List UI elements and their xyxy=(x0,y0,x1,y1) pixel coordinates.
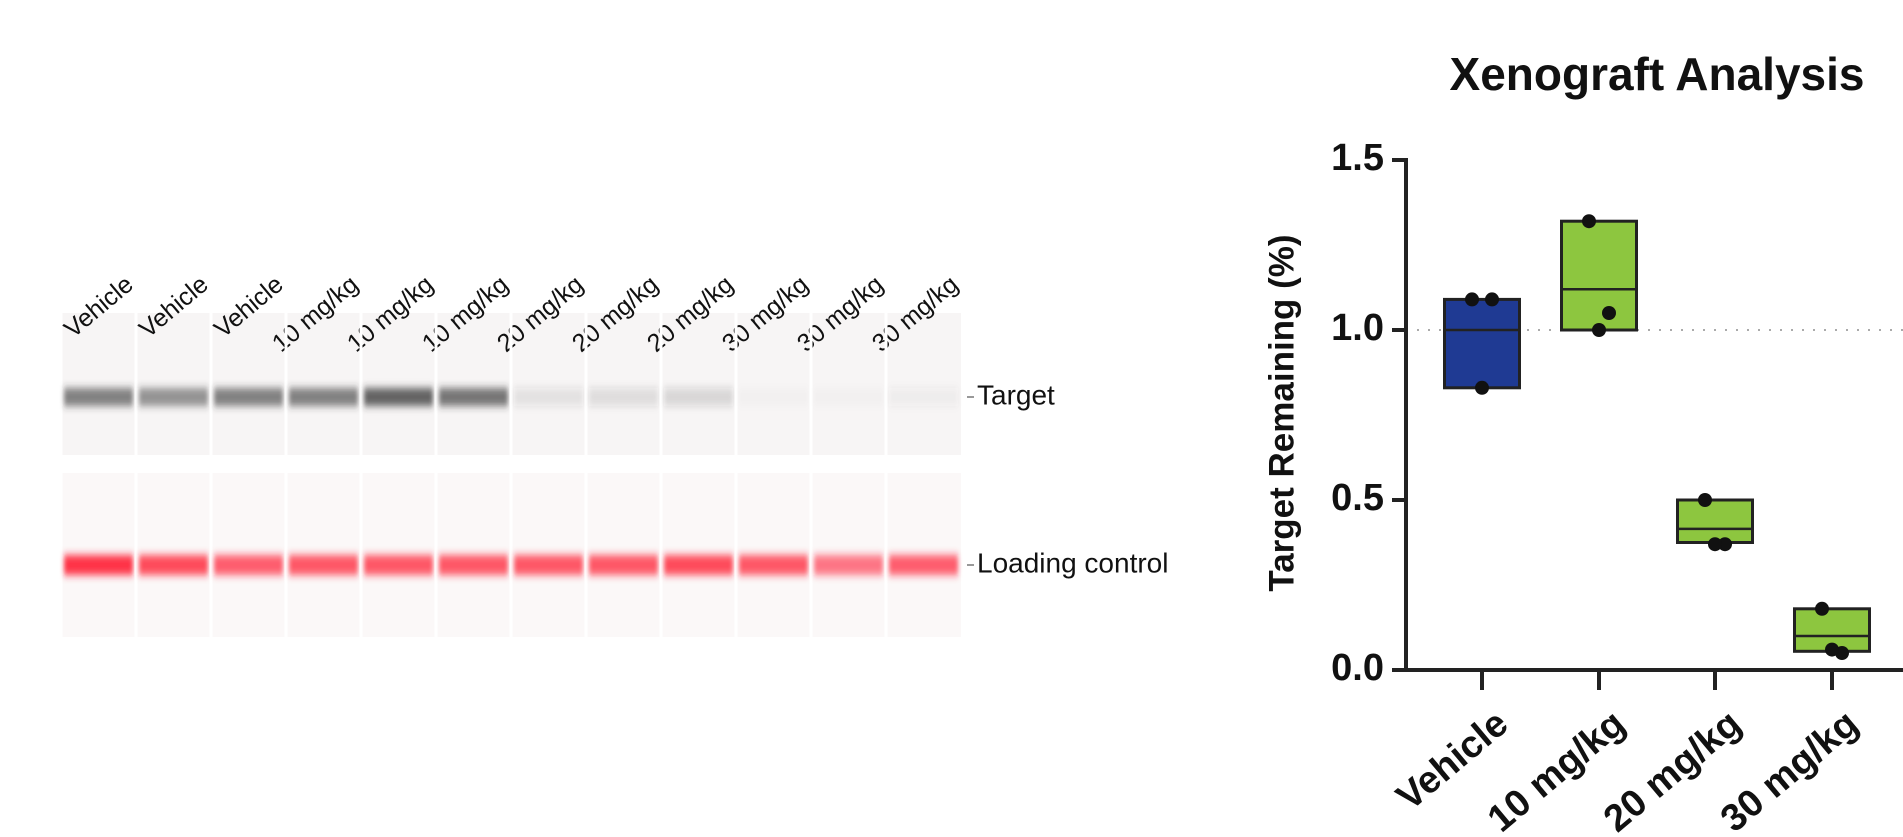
data-point xyxy=(1825,643,1839,657)
box xyxy=(1678,500,1753,543)
loading-band xyxy=(64,555,133,575)
target-band xyxy=(889,388,958,406)
target-band xyxy=(364,388,433,406)
loading-band xyxy=(514,555,583,575)
row-label: Loading control xyxy=(977,547,1168,578)
target-band xyxy=(589,388,658,406)
y-axis-label: Target Remaining (%) xyxy=(1262,234,1301,591)
target-band xyxy=(739,388,808,406)
loading-band xyxy=(289,555,358,575)
target-band xyxy=(289,388,358,406)
data-point xyxy=(1475,381,1489,395)
y-tick-label: 0.0 xyxy=(1331,647,1384,689)
y-tick-label: 1.0 xyxy=(1331,307,1384,349)
loading-band xyxy=(664,555,733,575)
loading-band xyxy=(364,555,433,575)
target-band xyxy=(64,388,133,406)
target-band xyxy=(814,388,883,406)
target-band xyxy=(214,388,283,406)
target-band xyxy=(514,388,583,406)
data-point xyxy=(1592,323,1606,337)
chart-title: Xenograft Analysis xyxy=(1450,48,1865,100)
data-point xyxy=(1698,493,1712,507)
loading-band xyxy=(589,555,658,575)
loading-band xyxy=(139,555,208,575)
data-point xyxy=(1602,306,1616,320)
box xyxy=(1445,299,1520,387)
target-band xyxy=(664,388,733,406)
loading-band xyxy=(214,555,283,575)
y-tick-label: 1.5 xyxy=(1331,137,1384,179)
target-band xyxy=(439,388,508,406)
box xyxy=(1562,221,1637,330)
target-band xyxy=(139,388,208,406)
figure: Target Loading control Xenograft Analysi… xyxy=(0,0,1903,837)
row-label: Target xyxy=(977,379,1055,410)
loading-band xyxy=(889,555,958,575)
loading-band xyxy=(739,555,808,575)
data-point xyxy=(1708,537,1722,551)
data-point xyxy=(1465,292,1479,306)
data-point xyxy=(1485,292,1499,306)
loading-band xyxy=(439,555,508,575)
data-point xyxy=(1582,214,1596,228)
data-point xyxy=(1815,602,1829,616)
y-tick-label: 0.5 xyxy=(1331,477,1384,519)
loading-band xyxy=(814,555,883,575)
